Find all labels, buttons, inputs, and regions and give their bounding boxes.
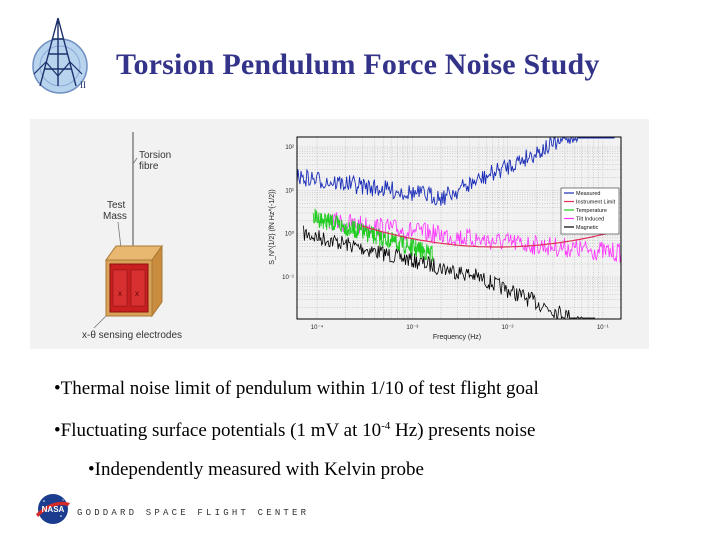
plot-x-tick: 10⁻² — [502, 325, 514, 331]
plot-y-tick: 10⁰ — [285, 231, 295, 238]
svg-text:II: II — [80, 80, 86, 90]
plot-series-line — [303, 225, 596, 319]
svg-text:X: X — [118, 292, 122, 298]
noise-spectrum-plot: S_N^{1/2} (fN Hz^{-1/2}) Frequency (Hz) … — [269, 136, 622, 341]
plot-series-line — [312, 208, 434, 262]
sensing-electrodes-label: x-θ sensing electrodes — [82, 330, 182, 341]
plot-xlabel: Frequency (Hz) — [433, 334, 481, 341]
test-mass-label-1: Test — [107, 200, 126, 211]
torsion-label-2: fibre — [139, 161, 159, 172]
footer-text: GODDARD SPACE FLIGHT CENTER — [77, 508, 310, 518]
page-title: Torsion Pendulum Force Noise Study — [116, 48, 600, 81]
bullet-2-sup: -4 — [381, 420, 391, 432]
plot-x-tick: 10⁻¹ — [597, 325, 609, 331]
plot-frame — [296, 136, 622, 320]
plot-series-line — [329, 212, 622, 263]
legend-item: Measured — [576, 191, 600, 197]
plot-y-tick: 10¹ — [285, 188, 294, 194]
legend-item: Instrument Limit — [576, 200, 616, 206]
legend-item: Temperature — [576, 208, 607, 214]
bullet-surface-potentials: •Fluctuating surface potentials (1 mV at… — [54, 420, 535, 442]
nasa-logo-text: NASA — [42, 505, 65, 514]
plot-series-line — [296, 136, 615, 206]
nasa-logo-icon: NASA — [36, 494, 70, 524]
svg-text:X: X — [135, 292, 139, 298]
torsion-apparatus-diagram: Torsion fibre Test Mass X X x-θ sensing … — [82, 132, 182, 341]
plot-x-tick: 10⁻⁴ — [311, 324, 324, 331]
bullet-2-pre: •Fluctuating surface potentials (1 mV at… — [54, 420, 382, 441]
bullet-thermal-noise: •Thermal noise limit of pendulum within … — [54, 378, 539, 399]
mission-logo-icon: II — [32, 17, 88, 94]
plot-y-tick: 10² — [285, 145, 294, 151]
plot-y-tick: 10⁻¹ — [282, 275, 294, 281]
plot-instrument-limit-line — [361, 225, 615, 248]
bullet-kelvin-probe: •Independently measured with Kelvin prob… — [88, 459, 424, 480]
plot-x-tick: 10⁻³ — [406, 325, 418, 331]
plot-legend: Measured Instrument Limit Temperature Tilt … — [560, 187, 620, 235]
legend-item: Tilt Induced — [576, 217, 604, 223]
test-mass-label-2: Mass — [103, 211, 127, 222]
bullet-2-post: Hz) presents noise — [390, 420, 536, 441]
torsion-label-1: Torsion — [139, 150, 171, 161]
plot-ylabel: S_N^{1/2} (fN Hz^{-1/2}) — [269, 189, 276, 264]
legend-item: Magnetic — [576, 225, 599, 231]
